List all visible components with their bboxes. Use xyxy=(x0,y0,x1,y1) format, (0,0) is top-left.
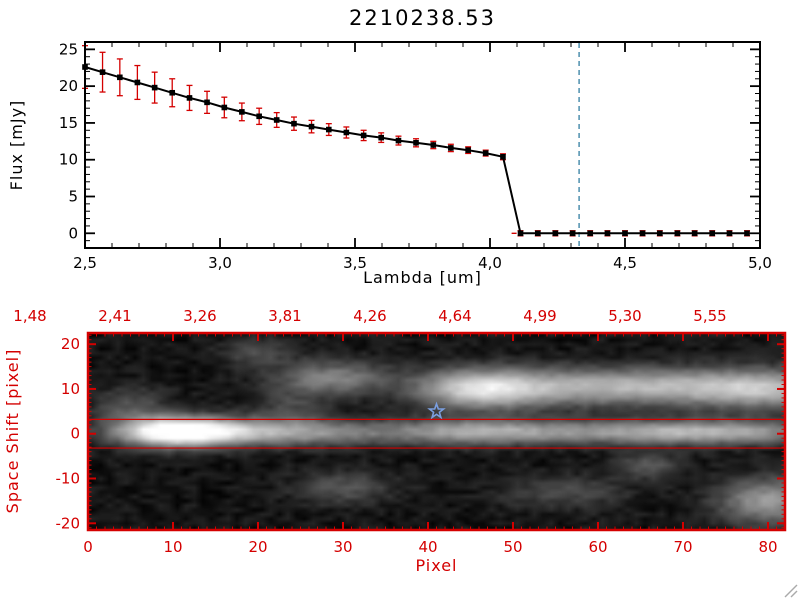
top-lambda-label: 5,55 xyxy=(693,307,726,325)
top-lambda-label: 2,41 xyxy=(98,307,131,325)
svg-text:15: 15 xyxy=(59,114,78,132)
svg-text:0: 0 xyxy=(68,224,78,242)
top-lambda-label: 4,64 xyxy=(438,307,471,325)
axis-ticks xyxy=(84,42,761,248)
space-shift-axis-label: Space Shift [pixel] xyxy=(3,348,22,514)
svg-text:5: 5 xyxy=(68,188,78,206)
top-lambda-label: 3,26 xyxy=(183,307,216,325)
svg-text:0: 0 xyxy=(70,425,80,443)
svg-text:30: 30 xyxy=(333,538,352,556)
svg-text:-20: -20 xyxy=(56,514,81,532)
svg-text:20: 20 xyxy=(61,335,80,353)
top-lambda-label: 5,30 xyxy=(608,307,641,325)
svg-text:20: 20 xyxy=(59,77,78,95)
svg-text:0: 0 xyxy=(83,538,93,556)
svg-text:40: 40 xyxy=(418,538,437,556)
top-lambda-label: 4,99 xyxy=(523,307,556,325)
lambda-axis-label: Lambda [um] xyxy=(363,268,482,287)
spectral-image xyxy=(88,333,785,530)
svg-text:-10: -10 xyxy=(56,470,81,488)
pixel-axis-label: Pixel xyxy=(415,556,458,575)
resize-handle-icon xyxy=(784,584,798,598)
chart-title: 2210238.53 xyxy=(349,6,496,30)
svg-text:20: 20 xyxy=(248,538,267,556)
svg-text:50: 50 xyxy=(503,538,522,556)
data-point-markers xyxy=(82,64,750,237)
svg-text:70: 70 xyxy=(673,538,692,556)
error-bars xyxy=(82,45,751,237)
svg-text:80: 80 xyxy=(758,538,777,556)
top-lambda-label: 4,26 xyxy=(353,307,386,325)
top-lambda-label: 3,81 xyxy=(268,307,301,325)
svg-text:25: 25 xyxy=(59,40,78,58)
plot-frame xyxy=(84,41,761,249)
flux-axis-label: Flux [mJy] xyxy=(7,99,26,191)
svg-text:60: 60 xyxy=(588,538,607,556)
svg-text:10: 10 xyxy=(59,151,78,169)
svg-text:10: 10 xyxy=(61,380,80,398)
spectrum-line xyxy=(84,66,747,235)
svg-text:10: 10 xyxy=(163,538,182,556)
